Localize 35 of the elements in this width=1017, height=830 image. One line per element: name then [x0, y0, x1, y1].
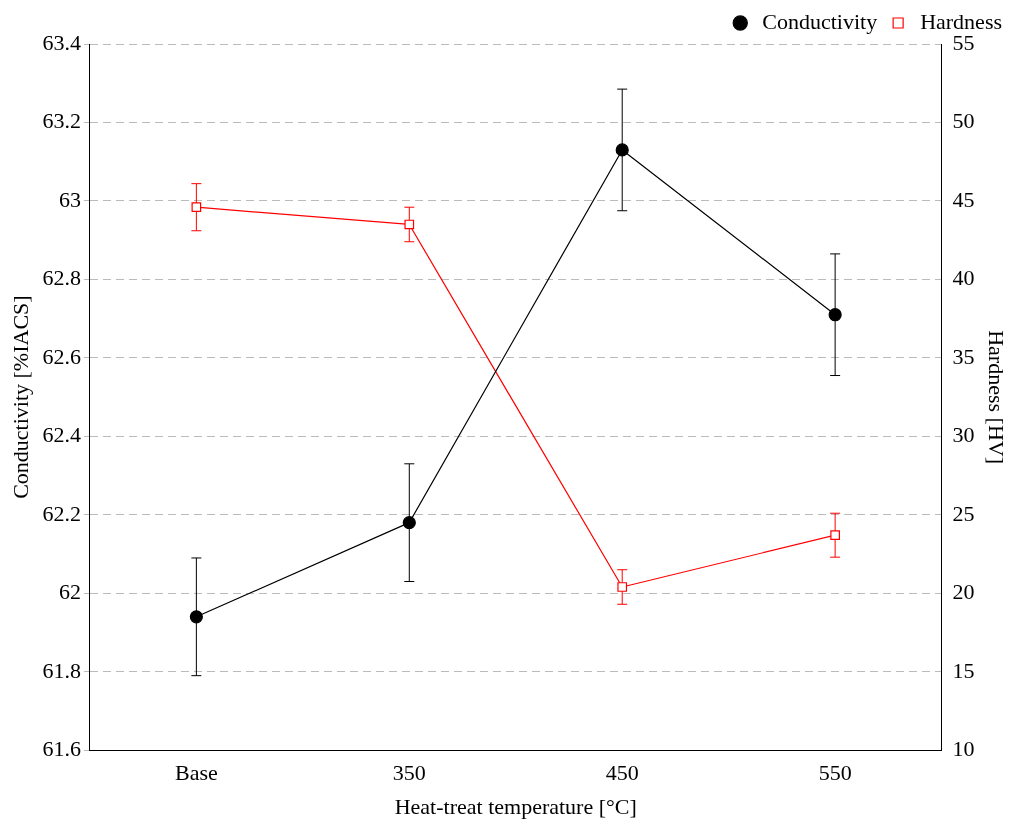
- point: [404, 219, 415, 230]
- x-tick-label: 350: [392, 760, 426, 786]
- y-tick-label: 62.8: [42, 265, 81, 291]
- y-tick-label: 62.6: [42, 343, 81, 369]
- y-tick-label: 63.4: [42, 29, 81, 55]
- legend-label: Conductivity: [762, 8, 878, 34]
- y-axis-title: Conductivity [%IACS]: [7, 295, 33, 499]
- x-tick-label: 450: [605, 760, 639, 786]
- x-axis-title: Heat-treat temperature [°C]: [394, 793, 637, 819]
- x-tick-label: 550: [818, 760, 852, 786]
- y2-tick-label: 35: [952, 343, 975, 369]
- point: [828, 308, 842, 322]
- point: [615, 143, 629, 157]
- y-tick-label: 62: [58, 579, 81, 605]
- point: [830, 530, 840, 541]
- y-tick-label: 62.2: [42, 500, 81, 526]
- y-tick-label: 63.2: [42, 108, 81, 134]
- point: [617, 582, 628, 592]
- y2-tick-label: 30: [952, 422, 975, 448]
- y2-tick-label: 25: [952, 500, 975, 526]
- point: [191, 202, 202, 213]
- y2-tick-label: 20: [952, 579, 975, 605]
- y2-axis-title: Hardness [HV]: [984, 330, 1010, 464]
- x-tick-label: Base: [174, 760, 218, 786]
- y2-tick-label: 10: [952, 735, 975, 761]
- point: [189, 610, 203, 624]
- y-tick-label: 61.6: [42, 735, 81, 761]
- y-tick-label: 63: [58, 186, 81, 212]
- y2-tick-label: 40: [952, 265, 975, 291]
- y2-tick-label: 50: [952, 108, 975, 134]
- y-tick-label: 61.8: [42, 657, 81, 683]
- y2-tick-label: 45: [952, 186, 975, 212]
- y-tick-label: 62.4: [42, 422, 81, 448]
- point: [402, 516, 416, 530]
- y2-tick-label: 15: [952, 657, 975, 683]
